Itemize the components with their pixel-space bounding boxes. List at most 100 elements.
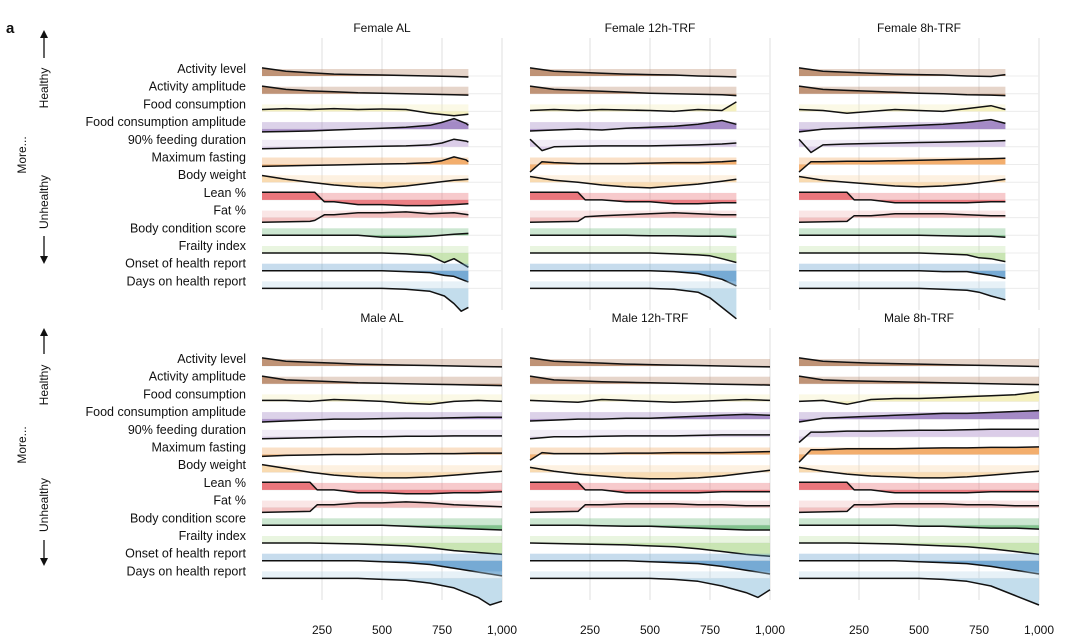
series-line — [262, 559, 503, 577]
variable-label: Onset of health report — [125, 547, 246, 561]
panel-female-12h-trf: Female 12h-TRF — [529, 21, 771, 320]
series-area — [262, 253, 469, 268]
series-area — [799, 503, 1039, 513]
panel-male-8h-trf: Male 8h-TRF 250 500 750 1,000 — [798, 311, 1054, 637]
series-band — [530, 157, 737, 165]
series-area — [530, 357, 770, 367]
variable-label: Maximum fasting — [152, 151, 247, 165]
series-line — [529, 119, 737, 132]
series-band — [530, 192, 737, 200]
series-area — [262, 464, 502, 478]
series-line — [530, 234, 737, 238]
series-band — [530, 86, 737, 94]
series-band — [799, 69, 1006, 76]
series-band — [262, 536, 502, 543]
series-line — [798, 446, 1040, 463]
series-line — [799, 287, 1006, 301]
series-band — [262, 263, 469, 271]
series-line — [798, 118, 1006, 133]
series-line — [529, 434, 770, 440]
series-line — [799, 252, 1006, 263]
series-line — [529, 357, 771, 368]
series-line — [262, 252, 469, 268]
series-area — [799, 213, 1006, 223]
series-line — [799, 577, 1040, 606]
series-band — [262, 104, 469, 112]
series-area — [262, 376, 502, 386]
series-band — [799, 175, 1006, 183]
series-line — [262, 232, 469, 238]
x-tick-label: 250 — [849, 623, 869, 637]
series-line — [261, 138, 469, 150]
series-band — [262, 69, 469, 76]
series-line — [262, 269, 469, 283]
series-area — [530, 376, 770, 386]
up-arrowhead-icon — [40, 30, 48, 38]
series-line — [530, 481, 770, 494]
series-line — [798, 138, 1006, 154]
series-area — [262, 139, 469, 149]
series-band — [530, 359, 770, 366]
series-band — [262, 518, 502, 526]
series-area — [530, 482, 770, 493]
variable-label: Onset of health report — [125, 257, 246, 271]
series-band — [262, 228, 469, 236]
series-band — [530, 175, 737, 183]
series-line — [799, 524, 1040, 530]
x-tick-label: 750 — [969, 623, 989, 637]
healthy-label-top: Healthy — [37, 68, 51, 109]
x-tick-label: 750 — [432, 623, 452, 637]
series-area — [799, 525, 1039, 530]
series-band — [262, 192, 469, 200]
more-label-bottom: More... — [15, 426, 29, 463]
side-annotation-bottom: More... Healthy Unhealthy — [15, 328, 51, 566]
series-band — [799, 465, 1039, 473]
series-band — [530, 518, 770, 526]
series-band — [530, 536, 770, 543]
series-band — [262, 482, 502, 490]
figure-letter: a — [6, 20, 15, 37]
x-tick-label: 500 — [640, 623, 660, 637]
side-annotation-top: More... Healthy Unhealthy — [15, 30, 51, 264]
series-line — [529, 85, 737, 97]
series-band — [799, 429, 1039, 437]
variable-label: Lean % — [204, 186, 246, 200]
series-line — [261, 85, 469, 96]
series-area — [799, 105, 1006, 114]
series-area — [799, 560, 1039, 574]
x-tick-label: 1,000 — [1024, 623, 1054, 637]
series-area — [799, 429, 1039, 443]
variable-label: Body weight — [178, 458, 247, 472]
series-area — [530, 67, 737, 77]
x-tick-label: 500 — [372, 623, 392, 637]
series-band — [530, 246, 737, 253]
variable-label: Maximum fasting — [152, 441, 247, 455]
series-area — [530, 270, 737, 286]
series-band — [530, 447, 770, 455]
series-band — [262, 281, 469, 289]
series-band — [262, 394, 502, 402]
series-band — [799, 412, 1039, 420]
series-line — [261, 117, 469, 133]
variable-label: Body weight — [178, 168, 247, 182]
variable-labels-top: Activity level Activity amplitude Food con… — [85, 62, 246, 288]
variable-label: Days on health report — [126, 274, 246, 288]
series-area — [530, 525, 770, 530]
series-line — [529, 450, 771, 461]
series-area — [262, 156, 469, 167]
series-line — [262, 481, 503, 495]
series-band — [262, 447, 502, 455]
series-line — [799, 269, 1006, 280]
panel-title: Male AL — [360, 311, 404, 325]
series-area — [262, 67, 469, 77]
series-line — [798, 85, 1006, 97]
down-arrowhead-icon — [40, 558, 48, 566]
variable-label: Activity amplitude — [149, 370, 246, 384]
series-line — [529, 413, 771, 422]
series-band — [799, 86, 1006, 94]
series-band — [799, 482, 1039, 490]
series-band — [530, 412, 770, 420]
variable-label: Body condition score — [130, 221, 246, 235]
panel-female-al: Female AL — [261, 21, 503, 312]
